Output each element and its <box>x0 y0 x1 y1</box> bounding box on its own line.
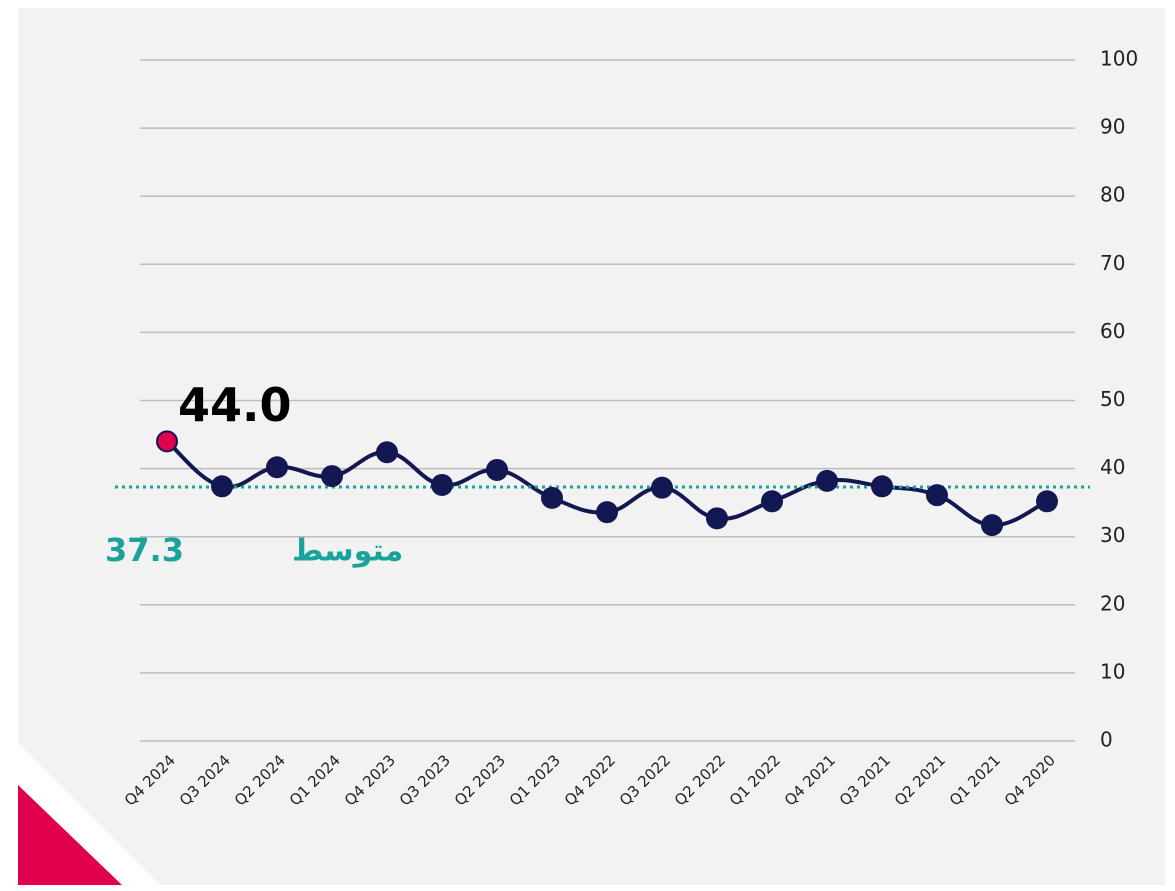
panel <box>18 8 1165 885</box>
data-point <box>871 475 893 498</box>
y-tick-label: 80 <box>1100 183 1125 207</box>
y-tick-label: 60 <box>1100 319 1125 343</box>
data-label: 44.0 <box>178 378 292 432</box>
data-point <box>596 501 618 524</box>
y-tick-label: 90 <box>1100 115 1125 139</box>
average-label: متوسط <box>292 534 403 569</box>
corner-accent <box>18 785 122 885</box>
data-point <box>1036 490 1058 513</box>
average-value: 37.3 <box>105 531 184 569</box>
data-point <box>541 486 563 509</box>
data-point <box>926 484 948 507</box>
data-point <box>321 465 343 488</box>
y-tick-label: 20 <box>1100 591 1125 615</box>
data-point <box>816 469 838 492</box>
y-tick-label: 30 <box>1100 523 1125 547</box>
data-point <box>211 475 233 498</box>
y-tick-label: 0 <box>1100 728 1113 752</box>
data-point <box>156 430 178 453</box>
data-point <box>266 456 288 479</box>
y-tick-label: 10 <box>1100 659 1125 683</box>
y-tick-label: 40 <box>1100 455 1125 479</box>
y-tick-label: 70 <box>1100 251 1125 275</box>
data-point <box>706 507 728 530</box>
y-tick-label: 50 <box>1100 387 1125 411</box>
data-point <box>376 441 398 464</box>
data-point <box>981 514 1003 537</box>
data-point <box>486 458 508 481</box>
data-point <box>761 490 783 513</box>
data-point <box>431 473 453 496</box>
data-point <box>651 476 673 499</box>
y-tick-label: 100 <box>1100 47 1138 71</box>
